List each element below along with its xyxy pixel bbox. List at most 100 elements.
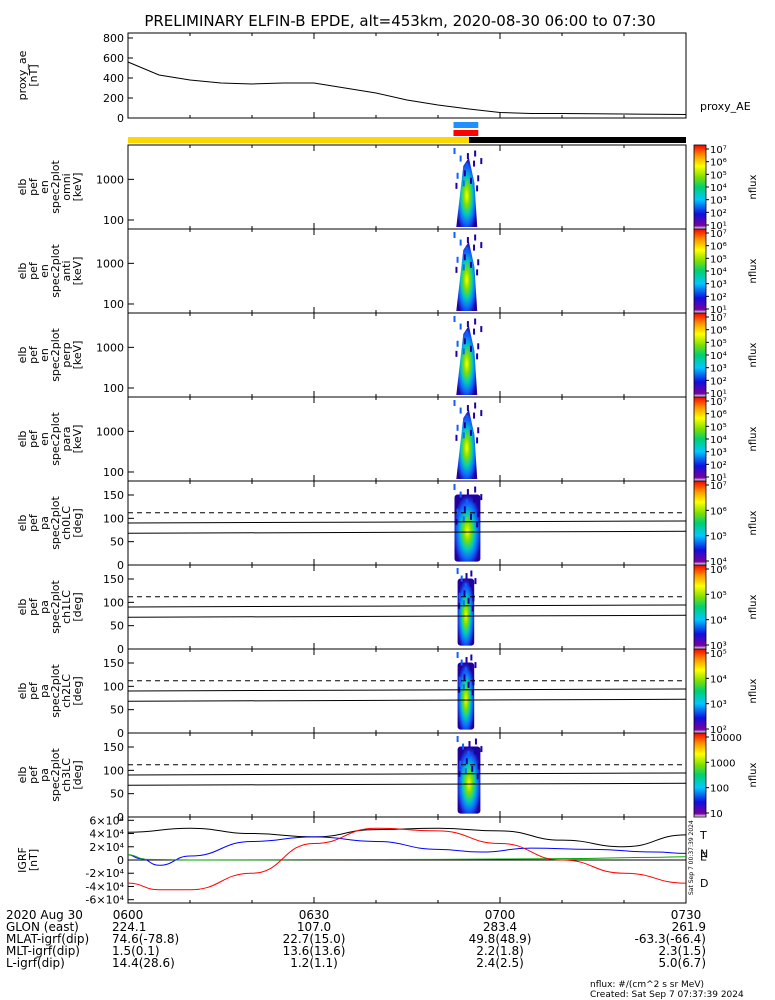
axis-label: spec2plot (49, 664, 62, 718)
axis-label: spec2plot (49, 328, 62, 382)
xinfo-value: 2.4(2.5) (476, 956, 524, 970)
burst-speckle (474, 318, 477, 325)
igrf-D-label: D (700, 877, 708, 890)
burst-speckle (462, 348, 465, 355)
axis-label: elb (16, 683, 29, 700)
burst-speckle (455, 182, 458, 189)
axis-label: [deg] (71, 760, 84, 789)
colorbar (693, 732, 707, 818)
axis-label: [deg] (71, 592, 84, 621)
burst-speckle (480, 746, 483, 753)
panels: proxy_ae[nT]0200400600800proxy_AEelbpefe… (16, 32, 759, 907)
colorbar-tick-label: 10⁶ (710, 326, 727, 337)
y-tick-label: 4×10⁴ (89, 828, 124, 841)
burst-speckle (469, 261, 472, 268)
burst-speckle (468, 741, 471, 748)
colorbar-tick-label: 10⁷ (710, 313, 727, 324)
burst-speckle (453, 484, 456, 490)
burst-speckle (467, 597, 470, 604)
colorbar-tick-label: 10⁷ (710, 229, 727, 240)
burst-speckle (453, 232, 456, 238)
xinfo-value: 22.7(15.0) (283, 932, 346, 946)
igrf-T-label: T (699, 829, 707, 842)
colorbar-tick-label: 10⁴ (710, 183, 727, 194)
axis-label: spec2plot (49, 748, 62, 802)
burst-spectrum (457, 662, 475, 730)
burst-speckle (480, 158, 483, 165)
axis-label: spec2plot (49, 160, 62, 214)
colorbar-tick-label: 10¹ (710, 305, 727, 316)
burst-speckle (470, 654, 473, 661)
burst-speckle (474, 738, 477, 745)
burst-speckle (456, 736, 459, 742)
igrf-E-label: E (700, 851, 707, 864)
burst-speckle (462, 684, 465, 691)
y-tick-label: 0 (117, 559, 124, 572)
x-tick-label: 0700 (485, 908, 516, 922)
axis-label: ch1LC (60, 590, 73, 624)
axis-label: para (60, 427, 73, 452)
axis-label: en (38, 432, 51, 446)
colorbar-label: nflux (748, 174, 759, 199)
colorbar-tick-label: 10⁵ (710, 338, 727, 349)
burst-speckle (453, 400, 456, 406)
burst-speckle (472, 595, 475, 602)
marker-red (453, 130, 479, 136)
lc-line (127, 530, 687, 534)
colorbar (693, 144, 707, 230)
burst-speckle (469, 177, 472, 184)
y-tick-label: 150 (103, 573, 124, 586)
proxy_ae-frame (127, 32, 687, 119)
colorbar-tick-label: 10² (710, 725, 727, 736)
y-tick-label: 50 (110, 788, 124, 801)
burst-speckle (471, 765, 474, 772)
burst-speckle (471, 605, 474, 612)
burst-speckle (474, 234, 477, 241)
colorbar (693, 480, 707, 566)
axis-label: proxy_ae (16, 50, 29, 100)
proxy-ae-line (127, 61, 687, 115)
y-tick-label: 0 (117, 854, 124, 867)
burst-speckle (465, 331, 468, 338)
xinfo-row-label: MLAT-igrf(dip) (6, 932, 89, 946)
lc-line (127, 614, 687, 618)
xinfo-value: 49.8(48.9) (469, 932, 532, 946)
y-tick-label: -6×10⁴ (85, 894, 124, 907)
xinfo-value: 13.6(13.6) (283, 944, 346, 958)
burst-speckle (476, 353, 479, 360)
proxy-ae-legend: proxy_AE (700, 100, 751, 113)
burst-speckle (472, 679, 475, 686)
axis-label: ch0LC (60, 506, 73, 540)
xinfo-value: 2.3(1.5) (658, 944, 706, 958)
lc-line (127, 698, 687, 702)
burst-speckle (465, 573, 468, 580)
colorbar-tick-label: 10³ (710, 448, 727, 459)
colorbar-tick-label: 10³ (710, 700, 727, 711)
colorbar-tick-label: 10⁷ (710, 481, 727, 492)
axis-label: pef (27, 765, 40, 784)
colorbar (693, 396, 707, 482)
xinfo-value: 1.2(1.1) (290, 956, 338, 970)
y-tick-label: -4×10⁴ (85, 880, 124, 893)
burst-speckle (466, 489, 469, 496)
colorbar-tick-label: 10⁷ (710, 397, 727, 408)
burst-speckle (469, 345, 472, 352)
y-tick-label: 50 (110, 620, 124, 633)
burst-speckle (460, 659, 463, 666)
xinfo-value: 74.6(-78.8) (112, 932, 179, 946)
y-tick-label: 0 (117, 112, 124, 125)
axis-label: pef (27, 513, 40, 532)
colorbar (693, 228, 707, 314)
colorbar-label: nflux (748, 510, 759, 535)
burst-speckle (455, 350, 458, 357)
burst-speckle (462, 600, 465, 607)
created-note: Created: Sat Sep 7 07:37:39 2024 (590, 990, 744, 1000)
burst-speckle (465, 499, 468, 506)
axis-label: [nT] (27, 64, 40, 86)
status-segment (128, 137, 469, 143)
colorbar-tick-label: 10⁵ (710, 649, 727, 660)
burst-speckle (462, 180, 465, 187)
burst-spectrum (456, 241, 478, 311)
axis-label: pa (38, 684, 51, 698)
